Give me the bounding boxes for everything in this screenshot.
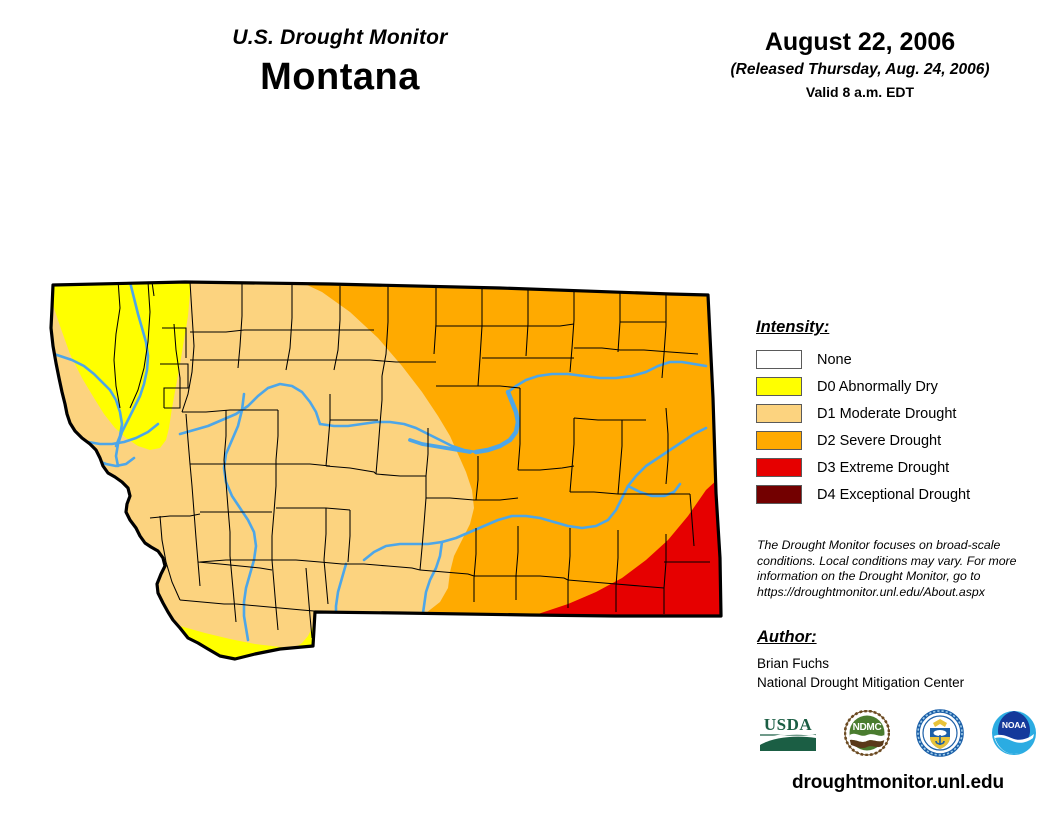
legend-item-d4: D4 Exceptional Drought xyxy=(756,481,1036,508)
legend-swatch-d2 xyxy=(756,431,802,450)
valid-time: Valid 8 a.m. EDT xyxy=(805,84,915,100)
footer-url[interactable]: droughtmonitor.unl.edu xyxy=(791,772,1005,793)
legend-item-d1: D1 Moderate Drought xyxy=(756,400,1036,427)
legend-swatch-d4 xyxy=(756,485,802,504)
author-name: Brian Fuchs xyxy=(757,656,830,671)
montana-drought-map[interactable] xyxy=(30,268,730,668)
program-title: U.S. Drought Monitor xyxy=(232,26,448,49)
ndmc-logo: NDMC xyxy=(843,709,891,761)
legend-label-d1: D1 Moderate Drought xyxy=(817,405,957,422)
map-drought-regions xyxy=(51,282,721,659)
usda-seal-logo xyxy=(916,708,964,762)
release-note: (Released Thursday, Aug. 24, 2006) xyxy=(730,61,990,78)
region-d2-severe xyxy=(292,282,721,659)
author-organization: National Drought Mitigation Center xyxy=(757,674,965,690)
legend-swatch-d3 xyxy=(756,458,802,477)
legend-heading: Intensity: xyxy=(756,318,830,336)
legend-swatch-d1 xyxy=(756,404,802,423)
region-d0-northwest xyxy=(51,282,190,450)
legend-label-d2: D2 Severe Drought xyxy=(817,432,942,449)
legend-label-d3: D3 Extreme Drought xyxy=(817,459,950,476)
intensity-legend: Intensity: None D0 Abnormally Dry D1 Mod… xyxy=(756,318,1036,508)
legend-item-d3: D3 Extreme Drought xyxy=(756,454,1036,481)
legend-item-d0: D0 Abnormally Dry xyxy=(756,373,1036,400)
legend-label-none: None xyxy=(817,351,852,368)
header-title-block: U.S. Drought Monitor Montana xyxy=(130,26,550,99)
legend-label-d4: D4 Exceptional Drought xyxy=(817,486,971,503)
region-title: Montana xyxy=(260,56,420,98)
map-rivers xyxy=(51,282,708,642)
valid-date: August 22, 2006 xyxy=(764,28,956,56)
legend-label-d0: D0 Abnormally Dry xyxy=(817,378,938,395)
svg-text:NOAA: NOAA xyxy=(1002,720,1026,730)
svg-text:NDMC: NDMC xyxy=(853,722,882,733)
map-county-boundaries xyxy=(113,282,710,639)
header-date-block: August 22, 2006 (Released Thursday, Aug.… xyxy=(700,28,1020,100)
disclaimer-text: The Drought Monitor focuses on broad-sca… xyxy=(757,538,1017,599)
legend-swatch-none xyxy=(756,350,802,369)
svg-text:USDA: USDA xyxy=(764,715,813,734)
noaa-logo: NOAA xyxy=(990,709,1038,762)
legend-swatch-d0 xyxy=(756,377,802,396)
legend-item-d2: D2 Severe Drought xyxy=(756,427,1036,454)
montana-state-outline xyxy=(49,280,723,661)
author-heading: Author: xyxy=(757,628,817,646)
sponsor-logos: USDA NDMC xyxy=(758,706,1038,764)
legend-item-none: None xyxy=(756,346,1036,373)
usda-logo: USDA xyxy=(758,711,818,760)
author-block: Author: Brian Fuchs National Drought Mit… xyxy=(757,628,1037,692)
